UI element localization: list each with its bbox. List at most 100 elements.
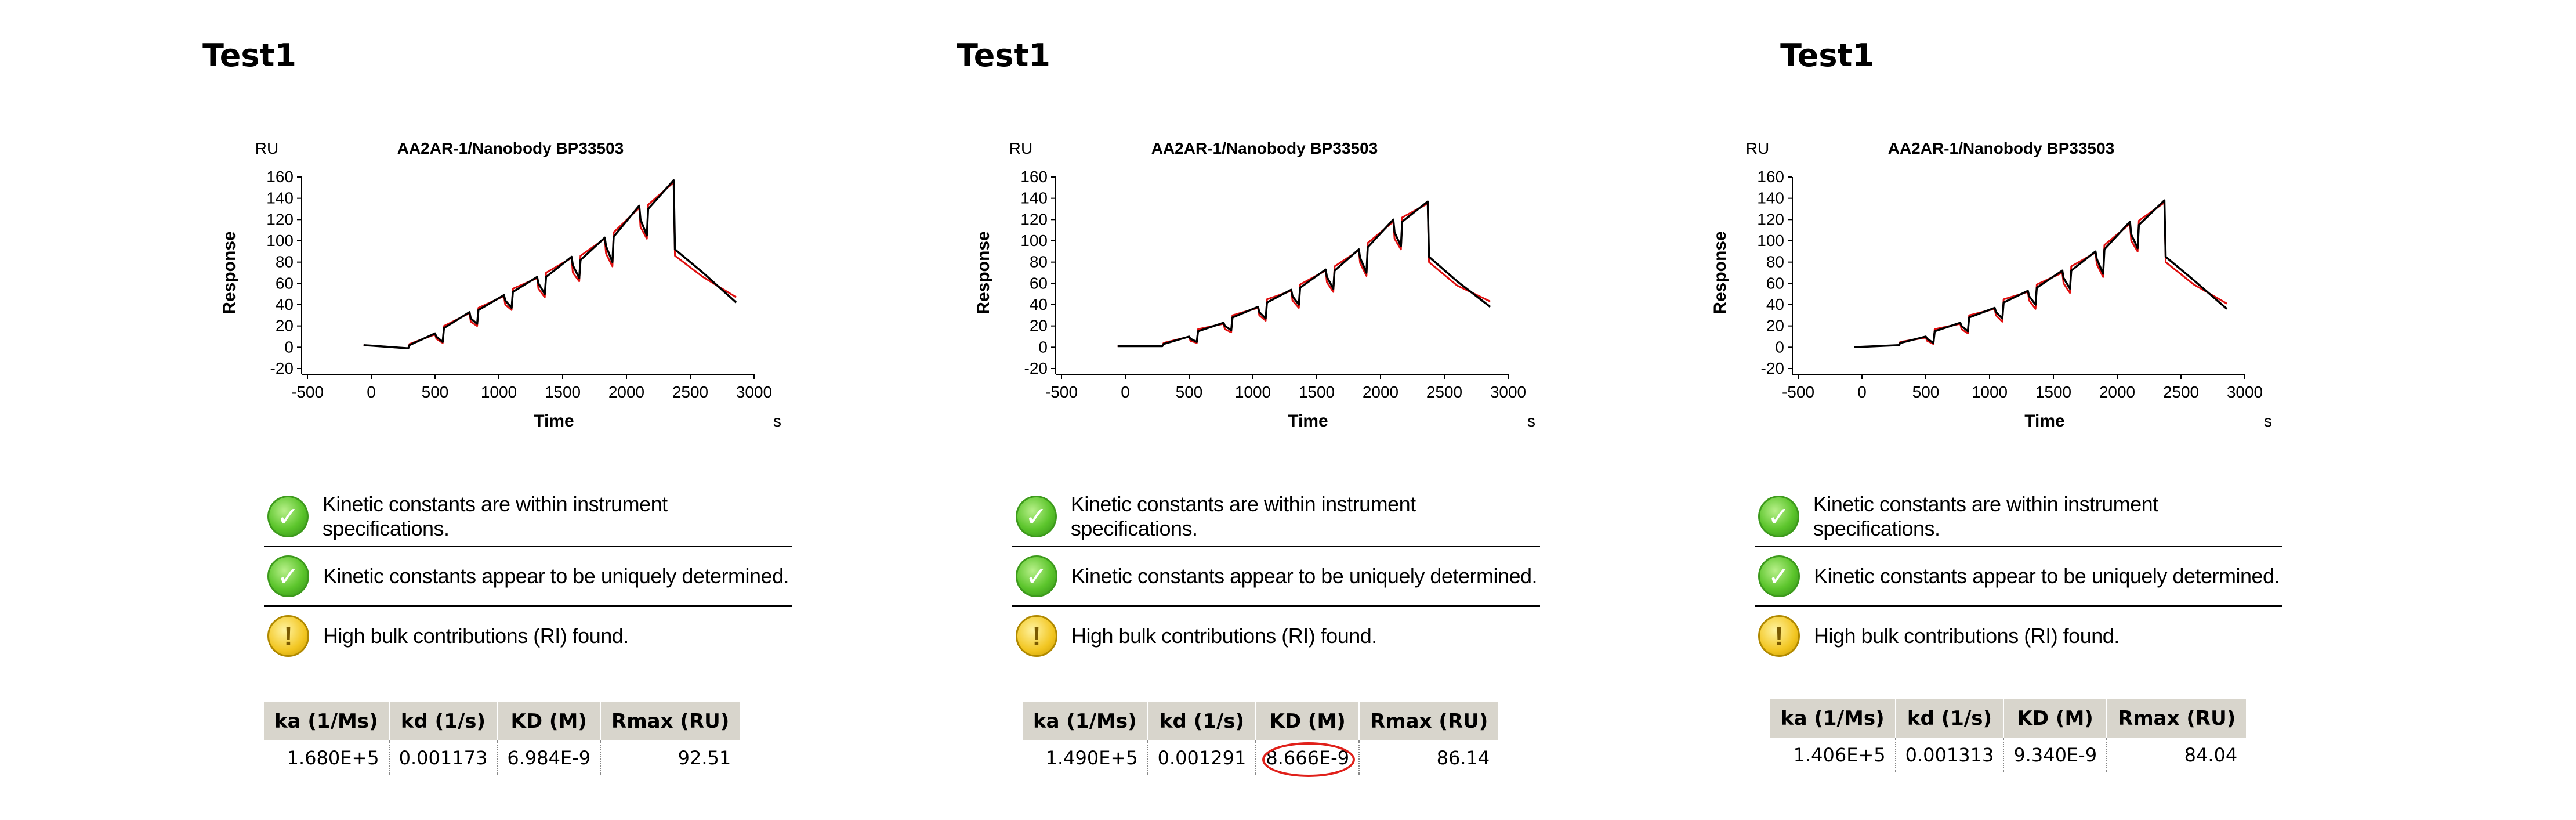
check-text: Kinetic constants appear to be uniquely … [1814, 564, 2280, 588]
table-row: 1.406E+5 0.001313 9.340E-9 84.04 [1770, 738, 2247, 772]
highlighted-KD-value: 8.666E-9 [1266, 747, 1350, 769]
x-tick-label: 500 [1176, 383, 1203, 401]
x-tick-label: 500 [1912, 383, 1940, 401]
check-icon: ✓ [267, 555, 309, 597]
check-text: Kinetic constants are within instrument … [322, 492, 668, 540]
y-tick-label: 80 [1766, 253, 1784, 271]
x-tick-label: 0 [1121, 383, 1130, 401]
cell-ka: 1.406E+5 [1770, 738, 1896, 772]
header-ka: ka (1/Ms) [1770, 699, 1896, 738]
y-tick-label: 100 [1020, 232, 1048, 250]
sensorgram-chart: AA2AR-1/Nanobody BP33503 RU s Time Response -… [1711, 139, 2272, 431]
check-row: ✓ Kinetic constants are within instrumen… [1755, 487, 2282, 547]
cell-KD: 8.666E-9 [1256, 740, 1360, 775]
x-tick-label: 1000 [481, 383, 517, 401]
check-row: ✓ Kinetic constants appear to be uniquel… [1755, 547, 2282, 607]
table-row: 1.680E+5 0.001173 6.984E-9 92.51 [264, 740, 740, 775]
panel-3: Test1 AA2AR-1/Nanobody BP33503 RU s Time Res… [1491, 0, 2349, 820]
y-tick-label: 20 [1030, 317, 1048, 335]
kinetics-table: ka (1/Ms) kd (1/s) KD (M) Rmax (RU) 1.40… [1770, 699, 2248, 772]
check-row: ! High bulk contributions (RI) found. [1755, 607, 2282, 665]
check-icon: ✓ [1016, 555, 1057, 597]
x-tick-label: 0 [367, 383, 376, 401]
header-ka: ka (1/Ms) [264, 702, 390, 740]
cell-kd: 0.001313 [1895, 738, 2005, 772]
header-rmax: Rmax (RU) [600, 702, 741, 740]
check-icon: ✓ [1758, 555, 1800, 597]
check-row: ✓ Kinetic constants are within instrumen… [1012, 487, 1540, 547]
cell-kd: 0.001291 [1147, 740, 1257, 775]
x-tick-label: 1000 [1972, 383, 2008, 401]
y-tick-label: -20 [1761, 359, 1784, 377]
y-tick-label: 100 [1757, 232, 1784, 250]
y-tick-label: -20 [1024, 359, 1048, 377]
x-tick-label: 3000 [1490, 383, 1526, 401]
sensorgram-chart: AA2AR-1/Nanobody BP33503 RU s Time Response -… [974, 139, 1535, 431]
cell-rmax: 84.04 [2184, 744, 2238, 766]
x-tick-label: 2500 [672, 383, 708, 401]
chart-title: AA2AR-1/Nanobody BP33503 [397, 139, 624, 157]
exclamation-icon: ! [267, 615, 309, 657]
y-tick-label: 120 [1757, 210, 1784, 228]
measured-curve-line [1117, 203, 1491, 347]
table-row: 1.490E+5 0.001291 8.666E-9 86.14 [1023, 740, 1499, 775]
x-axis-label: Time [2024, 411, 2064, 431]
y-tick-label: 140 [1757, 189, 1784, 207]
x-tick-label: 2000 [2099, 383, 2135, 401]
y-tick-label: 0 [284, 338, 294, 356]
y-tick-label: 120 [1020, 210, 1048, 228]
check-list: ✓ Kinetic constants are within instrumen… [264, 487, 792, 665]
sensorgram-chart: AA2AR-1/Nanobody BP33503 RU s Time Response -… [220, 139, 781, 431]
x-tick-label: 2500 [1426, 383, 1462, 401]
header-KD: KD (M) [497, 702, 602, 740]
exclamation-icon: ! [1016, 615, 1057, 657]
x-tick-label: 1500 [545, 383, 581, 401]
x-tick-label: -500 [1782, 383, 1814, 401]
x-tick-label: 3000 [736, 383, 772, 401]
y-tick-label: 100 [266, 232, 294, 250]
header-ka: ka (1/Ms) [1023, 702, 1148, 740]
panel-title: Test1 [957, 37, 1050, 74]
y-tick-label: 20 [1766, 317, 1784, 335]
kinetics-table: ka (1/Ms) kd (1/s) KD (M) Rmax (RU) 1.68… [264, 702, 741, 775]
x-unit-label: s [773, 412, 781, 430]
table-header-row: ka (1/Ms) kd (1/s) KD (M) Rmax (RU) [1770, 699, 2248, 738]
y-tick-label: 40 [1766, 295, 1784, 313]
y-tick-label: 160 [1020, 168, 1048, 186]
check-text: High bulk contributions (RI) found. [1071, 624, 1377, 648]
x-unit-label: s [1527, 412, 1535, 430]
y-tick-label: 60 [1030, 274, 1048, 292]
header-kd: kd (1/s) [389, 702, 498, 740]
header-rmax: Rmax (RU) [1359, 702, 1500, 740]
header-KD: KD (M) [2003, 699, 2108, 738]
check-text: Kinetic constants are within instrument … [1070, 492, 1416, 540]
x-axis-label: Time [1288, 411, 1328, 431]
cell-KD: 6.984E-9 [497, 740, 602, 775]
y-tick-label: 0 [1038, 338, 1048, 356]
check-list: ✓ Kinetic constants are within instrumen… [1755, 487, 2282, 665]
x-tick-label: 500 [422, 383, 449, 401]
check-text: Kinetic constants are within instrument … [1813, 492, 2158, 540]
cell-kd: 0.001173 [389, 740, 498, 775]
check-icon: ✓ [1758, 496, 1799, 537]
y-tick-label: 40 [276, 295, 294, 313]
y-tick-label: 0 [1775, 338, 1784, 356]
measured-curve-line [363, 181, 737, 349]
check-row: ✓ Kinetic constants are within instrumen… [264, 487, 792, 547]
x-tick-label: 0 [1857, 383, 1867, 401]
x-tick-label: 1000 [1235, 383, 1271, 401]
y-tick-label: 60 [1766, 274, 1784, 292]
check-text: Kinetic constants appear to be uniquely … [1071, 564, 1538, 588]
x-unit-label: s [2264, 412, 2272, 430]
header-kd: kd (1/s) [1895, 699, 2005, 738]
x-axis-label: Time [534, 411, 574, 431]
measured-curve-line [1854, 201, 2227, 348]
cell-ka: 1.490E+5 [1023, 740, 1148, 775]
panel-title: Test1 [202, 37, 296, 74]
chart-title: AA2AR-1/Nanobody BP33503 [1888, 139, 2115, 157]
y-tick-label: 160 [266, 168, 294, 186]
check-text: Kinetic constants appear to be uniquely … [323, 564, 789, 588]
y-tick-label: 80 [276, 253, 294, 271]
header-kd: kd (1/s) [1147, 702, 1257, 740]
fit-curve-line [363, 179, 737, 349]
